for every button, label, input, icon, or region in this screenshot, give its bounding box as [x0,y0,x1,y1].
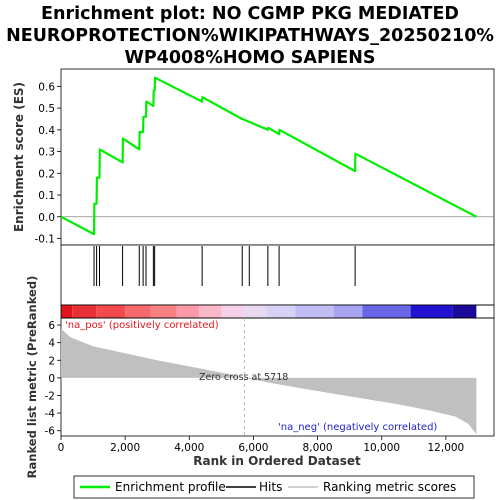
heatmap-segment [243,305,267,318]
hits-panel-frame [60,244,495,306]
heatmap-segment [198,305,222,318]
heatmap-segment [221,305,244,318]
heatmap-segment [410,305,453,318]
heatmap-segment [150,305,177,318]
top-y-tick-label: 0.0 [38,212,55,224]
top-y-tick-label: 0.2 [38,168,55,180]
x-tick-label: 0 [58,442,65,454]
x-tick-label: 12,000 [428,442,465,454]
heatmap-segment [61,305,73,318]
top-y-axis-label: Enrichment score (ES) [12,82,26,232]
top-y-tick-label: 0.3 [38,147,55,159]
heatmap-segment [362,305,411,318]
heatmap-segment [266,305,296,318]
bottom-y-tick-label: -2 [45,390,55,402]
ranking-metric-area [61,328,477,435]
legend-hits-label: Hits [259,480,282,494]
enrichment-profile-line [60,76,477,236]
bottom-y-axis-label: Ranked list metric (PreRanked) [25,276,39,479]
heatmap-segment [96,305,126,318]
chart-title-line-2: NEUROPROTECTION%WIKIPATHWAYS_20250210% [6,26,494,46]
x-tick-label: 4,000 [174,442,204,454]
bottom-y-tick-label: 6 [48,320,55,332]
heatmap-segment [72,305,97,318]
bottom-y-tick-label: 4 [48,338,55,350]
bottom-y-tick-label: -4 [45,408,56,420]
legend-enrichment-label: Enrichment profile [115,480,226,494]
legend-metric-label: Ranking metric scores [323,480,456,494]
x-tick-label: 10,000 [363,442,400,454]
chart-title-line-3: WP4008%HOMO SAPIENS [125,48,376,68]
negative-correlation-label: 'na_neg' (negatively correlated) [278,422,437,433]
heatmap-segment [333,305,363,318]
x-tick-label: 6,000 [238,442,268,454]
heatmap-segment [125,305,151,318]
bottom-y-tick-label: 2 [48,355,55,367]
top-y-tick-label: 0.4 [38,125,55,137]
chart-title-line-1: Enrichment plot: NO CGMP PKG MEDIATED [41,4,459,24]
heatmap-segment [176,305,199,318]
positive-correlation-label: 'na_pos' (positively correlated) [65,320,219,331]
heatmap-segment [452,305,477,318]
bottom-y-tick-label: 0 [48,373,55,385]
x-tick-label: 2,000 [110,442,140,454]
bottom-y-tick-label: -6 [45,426,56,438]
top-y-tick-label: 0.6 [38,81,55,93]
top-y-tick-label: 0.1 [38,190,55,202]
x-tick-label: 8,000 [303,442,333,454]
x-axis-label: Rank in Ordered Dataset [193,454,361,468]
legend-box [73,475,475,499]
heatmap-segment [295,305,334,318]
top-panel-frame [60,68,495,246]
zero-cross-label: Zero cross at 5718 [199,372,288,383]
ranking-heatmap-bar [60,304,495,319]
top-y-tick-label: 0.5 [38,103,55,115]
top-y-tick-label: -0.1 [35,233,56,245]
